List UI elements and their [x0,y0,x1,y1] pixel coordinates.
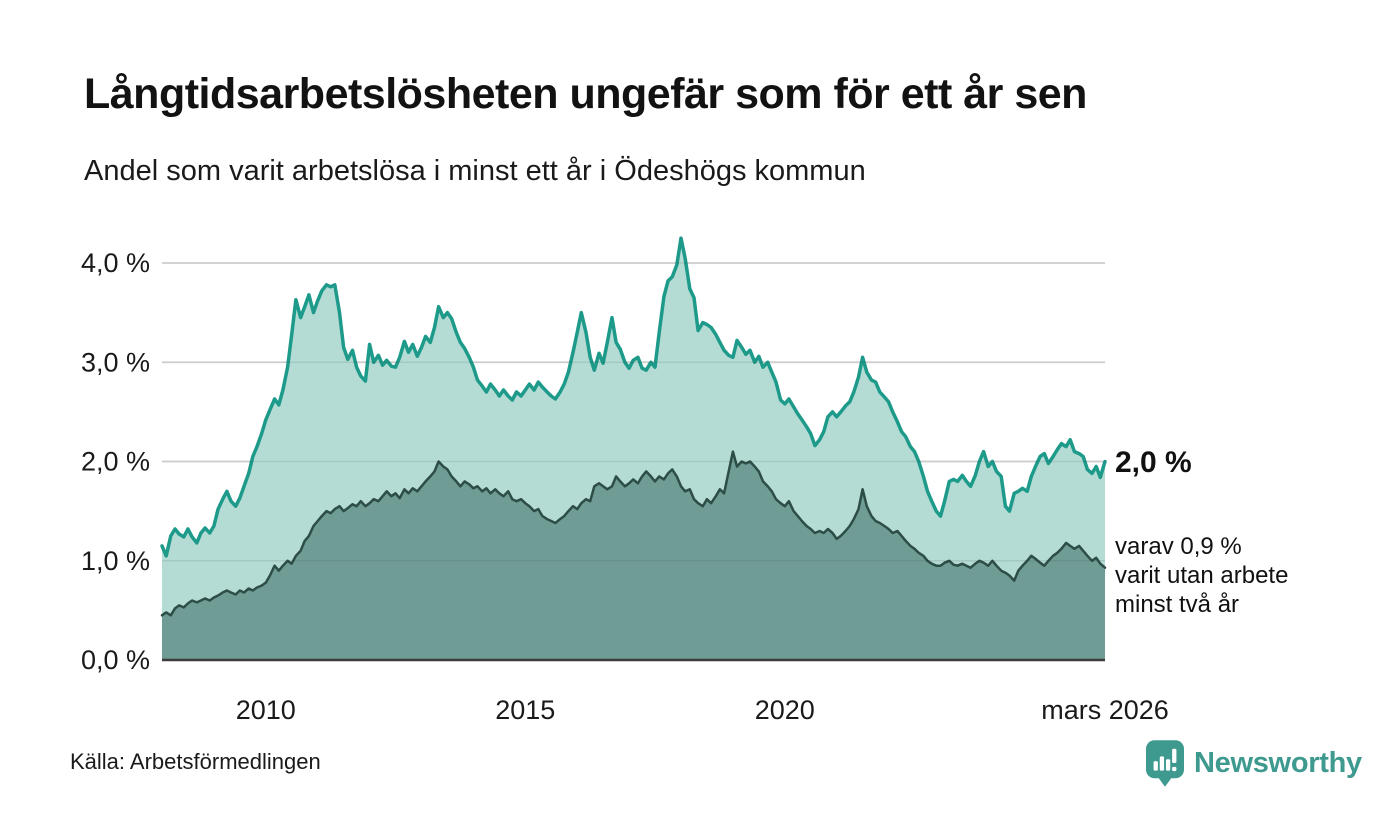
source-attribution: Källa: Arbetsförmedlingen [70,749,321,774]
y-axis-label: 4,0 % [81,248,150,278]
secondary-series-annotation: varav 0,9 % varit utan arbete minst två … [1115,532,1288,619]
secondary-annotation-line: minst två år [1115,591,1240,618]
line-two-years [160,450,1107,617]
newsworthy-branding: Newsworthy [1146,740,1362,787]
latest-total-value-label: 2,0 % [1115,446,1192,479]
x-axis-label: 2015 [495,695,555,725]
x-axis-label: 2020 [755,695,815,725]
page-title: Långtidsarbetslösheten ungefär som för e… [84,70,1087,118]
page-subtitle: Andel som varit arbetslösa i minst ett å… [84,155,866,187]
y-axis-label: 0,0 % [81,645,150,675]
line-total-one-year [160,236,1107,558]
secondary-annotation-line: varav 0,9 % [1115,533,1242,560]
x-axis-label: mars 2026 [1041,695,1169,725]
y-axis-label: 1,0 % [81,546,150,576]
y-axis-label: 3,0 % [81,347,150,377]
brand-name: Newsworthy [1194,747,1362,779]
secondary-annotation-line: varit utan arbete [1115,562,1289,589]
y-axis-label: 2,0 % [81,447,150,477]
x-axis-label: 2010 [236,695,296,725]
newsworthy-speech-bubble-bar-chart-icon [1146,740,1184,787]
area-two-years [162,451,1105,660]
